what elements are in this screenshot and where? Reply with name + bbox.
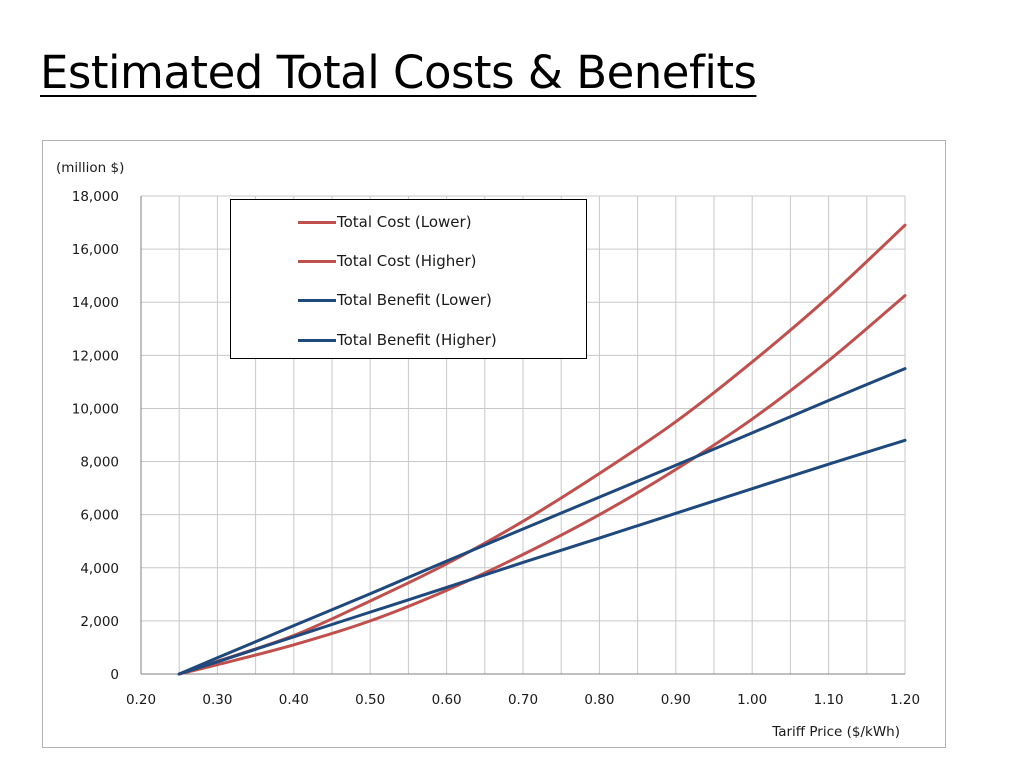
y-tick-label: 18,000 [72,189,119,205]
x-tick-label: 0.80 [584,692,614,708]
y-tick-label: 12,000 [72,348,119,364]
legend-label-total-cost-lower: Total Cost (Lower) [337,213,472,231]
series-line-total-benefit-higher [177,438,907,676]
legend-label-total-benefit-lower: Total Benefit (Lower) [337,291,492,309]
y-tick-label: 4,000 [80,561,119,577]
x-tick-label: 0.90 [661,692,691,708]
y-tick-label: 6,000 [80,508,119,524]
y-tick-label: 16,000 [72,242,119,258]
legend-swatch-total-cost-higher [298,259,336,263]
x-tick-label: 0.20 [126,692,156,708]
legend-label-total-benefit-higher: Total Benefit (Higher) [337,331,497,349]
x-tick-label: 0.70 [508,692,538,708]
y-tick-label: 0 [110,667,119,683]
legend-item-total-benefit-higher: Total Benefit (Higher) [298,330,497,350]
x-tick-label: 0.60 [432,692,462,708]
legend-item-total-benefit-lower: Total Benefit (Lower) [298,290,492,310]
legend-item-total-cost-higher: Total Cost (Higher) [298,251,477,271]
series-lines [177,223,907,676]
y-tick-label: 10,000 [72,401,119,417]
x-tick-label: 1.10 [814,692,844,708]
x-tick-label: 0.40 [279,692,309,708]
legend-label-total-cost-higher: Total Cost (Higher) [337,252,477,270]
legend-item-total-cost-lower: Total Cost (Lower) [298,212,472,232]
x-tick-label: 0.50 [355,692,385,708]
x-tick-label: 0.30 [202,692,232,708]
x-axis-title: Tariff Price ($/kWh) [771,724,900,740]
y-tick-label: 14,000 [72,295,119,311]
chart-legend: Total Cost (Lower) Total Cost (Higher) T… [230,199,587,359]
series-line-total-cost-higher [177,294,907,676]
y-tick-label: 8,000 [80,455,119,471]
series-line-total-benefit-lower [177,367,907,676]
slide-title: Estimated Total Costs & Benefits [40,46,757,99]
axes [140,196,905,675]
x-tick-label: 1.00 [737,692,767,708]
tick-labels: 0.20 0.30 0.40 0.50 0.60 0.70 0.80 0.90 1.00 1.10… [72,189,920,708]
legend-swatch-total-benefit-lower [298,298,336,302]
x-tick-label: 1.20 [890,692,920,708]
y-tick-label: 2,000 [80,614,119,630]
legend-swatch-total-cost-lower [298,220,336,224]
y-axis-unit-label: (million $) [56,160,124,176]
legend-swatch-total-benefit-higher [298,338,336,342]
